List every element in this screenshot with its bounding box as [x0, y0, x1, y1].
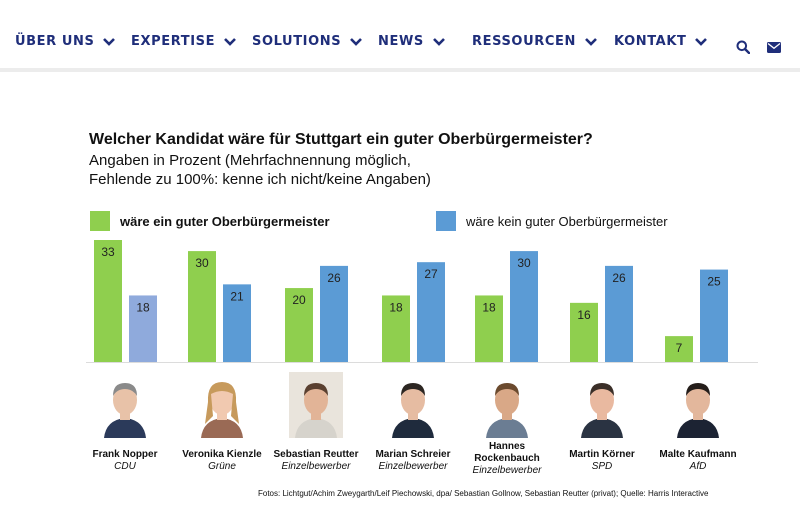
nav-item-label: ÜBER UNS	[15, 34, 95, 49]
bar-value-label: 26	[612, 271, 626, 285]
candidate-party: AfD	[689, 461, 707, 472]
chevron-down-icon	[103, 37, 116, 46]
bar-not-good	[605, 265, 633, 362]
bar-value-label: 30	[517, 256, 531, 270]
candidate-party: CDU	[114, 461, 136, 472]
candidate-party: Einzelbewerber	[281, 461, 351, 472]
candidate-portrait	[392, 383, 434, 438]
candidate-portrait	[581, 383, 623, 438]
bar-value-label: 26	[327, 271, 341, 285]
candidate-party: Grüne	[208, 461, 236, 472]
candidate-name: Veronika Kienzle	[182, 449, 262, 460]
bar-value-label: 18	[482, 300, 496, 314]
bar-value-label: 27	[424, 267, 438, 281]
bar-good	[382, 295, 410, 362]
candidate-portrait	[104, 383, 146, 438]
legend-swatch-good	[90, 211, 110, 231]
bar-not-good	[223, 284, 251, 362]
candidate-portrait	[677, 383, 719, 438]
nav-item-label: SOLUTIONS	[252, 34, 342, 49]
search-icon[interactable]	[736, 40, 750, 54]
photo-source-credit: Fotos: Lichtgut/Achim Zweygarth/Leif Pie…	[258, 489, 709, 498]
legend-label-good: wäre ein guter Oberbürgermeister	[120, 213, 330, 229]
candidate-portrait	[486, 383, 528, 438]
candidate-name: Hannes Rockenbauch	[474, 441, 540, 464]
bar-good	[475, 295, 503, 362]
bar-value-label: 18	[136, 300, 150, 314]
nav-item-label: NEWS	[378, 34, 424, 49]
bar-good	[665, 336, 693, 362]
candidate-name: Marian Schreier	[375, 449, 451, 460]
chevron-down-icon	[224, 37, 237, 46]
chevron-down-icon	[695, 37, 708, 46]
candidate-portrait	[289, 372, 343, 438]
nav-item-label: RESSOURCEN	[472, 34, 576, 49]
nav-item-kontakt[interactable]: KONTAKT	[614, 34, 708, 49]
bar-not-good	[129, 295, 157, 362]
nav-item-solutions[interactable]: SOLUTIONS	[252, 34, 363, 49]
bar-not-good	[510, 251, 538, 362]
legend-label-not-good: wäre kein guter Oberbürgermeister	[466, 213, 668, 229]
bar-good	[285, 288, 313, 362]
legend-item-good: wäre ein guter Oberbürgermeister	[90, 211, 330, 231]
bar-good	[188, 251, 216, 362]
candidate-name: Malte Kaufmann	[659, 449, 737, 460]
candidate-party: Einzelbewerber	[472, 465, 542, 476]
bar-value-label: 20	[292, 293, 306, 307]
bar-value-label: 21	[230, 289, 244, 303]
nav-item-label: KONTAKT	[614, 34, 687, 49]
bar-good	[94, 240, 122, 362]
candidate-name: Frank Nopper	[92, 449, 158, 460]
candidate-party: Einzelbewerber	[378, 461, 448, 472]
nav-item-ressourcen[interactable]: RESSOURCEN	[472, 34, 598, 49]
nav-item-expertise[interactable]: EXPERTISE	[131, 34, 237, 49]
chevron-down-icon	[585, 37, 597, 46]
chart-title: Welcher Kandidat wäre für Stuttgart ein …	[89, 131, 593, 148]
chevron-down-icon	[350, 37, 363, 46]
chevron-down-icon	[432, 37, 445, 46]
bar-value-label: 30	[195, 256, 209, 270]
candidate-portrait	[201, 382, 243, 438]
mail-icon[interactable]	[767, 42, 781, 53]
bar-not-good	[417, 262, 445, 362]
candidate-name: Martin Körner	[569, 449, 635, 460]
candidate-name: Sebastian Reutter	[273, 449, 359, 460]
nav-item-label: EXPERTISE	[131, 34, 216, 49]
nav-item-ueber-uns[interactable]: ÜBER UNS	[15, 34, 116, 49]
bar-value-label: 7	[676, 341, 683, 355]
bar-good	[570, 302, 598, 362]
bar-not-good	[700, 269, 728, 362]
chart-subtitle: Angaben in Prozent (Mehrfachnennung mögl…	[89, 152, 431, 188]
bar-value-label: 16	[577, 308, 591, 322]
legend-swatch-not-good	[436, 211, 456, 231]
candidate-party: SPD	[591, 461, 613, 472]
top-navigation: ÜBER UNS EXPERTISE SOLUTIONS NEWS RESSOU…	[0, 0, 800, 72]
bar-value-label: 33	[101, 245, 115, 259]
bar-not-good	[320, 265, 348, 362]
bar-value-label: 25	[707, 275, 721, 289]
legend-item-not-good: wäre kein guter Oberbürgermeister	[436, 211, 668, 231]
nav-item-news[interactable]: NEWS	[378, 34, 446, 49]
bar-value-label: 18	[389, 300, 403, 314]
